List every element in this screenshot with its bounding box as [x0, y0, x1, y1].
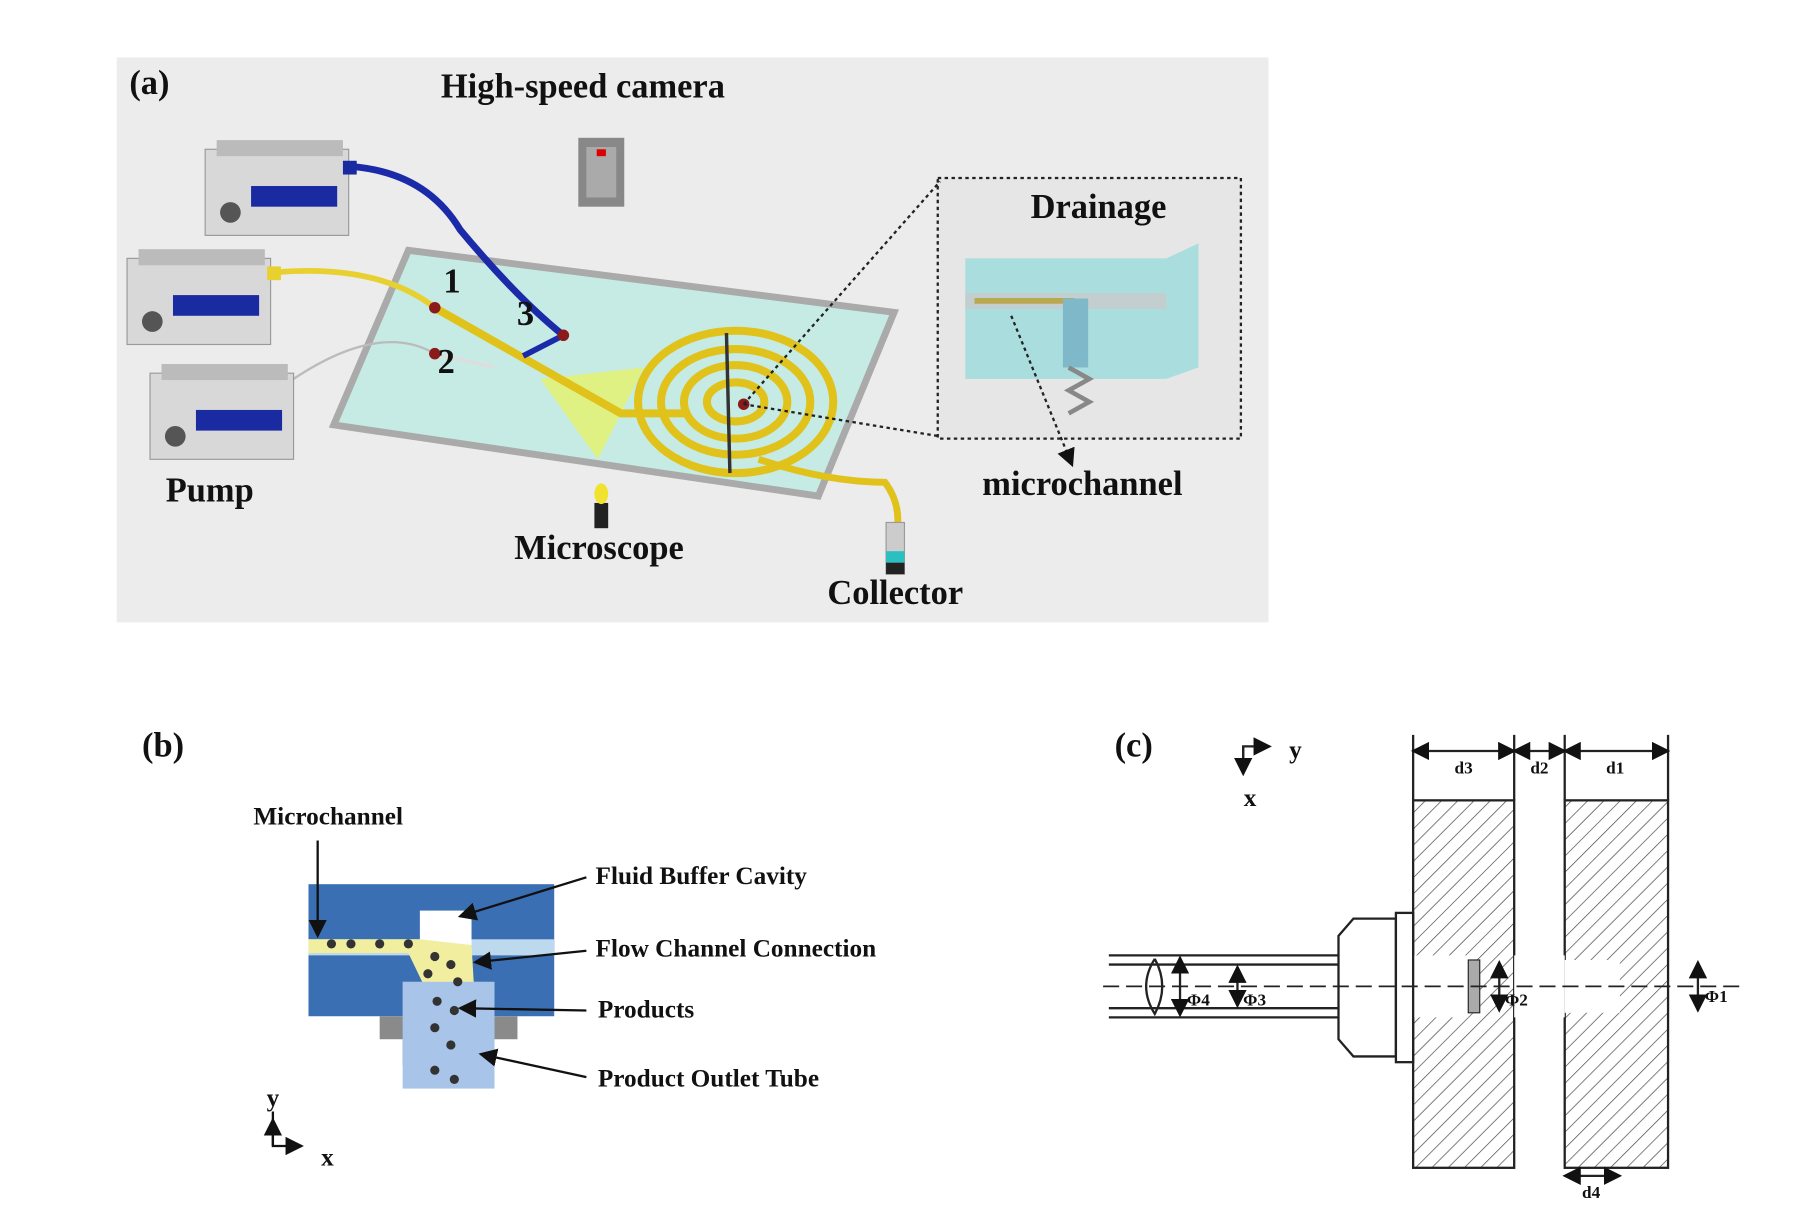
- outlet-tube: [757, 456, 902, 535]
- panel-b: (b) Microchannel Fluid Buffer Cavity Flo…: [142, 727, 876, 1172]
- pipe: [1103, 734, 1747, 1186]
- dimension: d4: [1582, 1183, 1601, 1202]
- callout: Fluid Buffer Cavity: [596, 862, 808, 890]
- inlet-label: 2: [438, 343, 455, 381]
- inlet-3-channel: [521, 332, 565, 359]
- label: Microchannel: [253, 803, 403, 831]
- inlet-2-channel: [434, 351, 495, 370]
- panel-a: (a) High-speed camera Drainage 1 2 3 Pum…: [116, 57, 1269, 623]
- axis-label: x: [1244, 784, 1257, 812]
- panel-label: (a): [129, 64, 169, 102]
- label: Microscope: [514, 529, 684, 567]
- label: Pump: [166, 472, 254, 510]
- tube-1: [276, 268, 437, 310]
- products: [326, 939, 463, 1084]
- axis-label: y: [267, 1084, 280, 1112]
- inset-title: Drainage: [1031, 188, 1167, 226]
- outlet-tube: [402, 981, 495, 1089]
- inlet-label: 3: [517, 295, 534, 333]
- callout-arrows: [263, 840, 587, 1156]
- inlet: [557, 329, 570, 342]
- panel-label: (b): [142, 727, 184, 765]
- dimension: d3: [1455, 758, 1474, 777]
- microscope-icon: [594, 483, 609, 529]
- callout: Products: [598, 995, 695, 1023]
- panel-label: (c): [1115, 727, 1153, 765]
- diameter: Φ4: [1187, 990, 1210, 1009]
- inlet: [429, 302, 441, 314]
- camera: [578, 137, 625, 207]
- diameter: Φ3: [1243, 990, 1266, 1009]
- axis-label: x: [321, 1144, 334, 1172]
- dimension: d2: [1530, 758, 1548, 777]
- inlet-label: 1: [443, 263, 460, 301]
- pumps: [126, 140, 357, 460]
- light-cone: [540, 367, 644, 460]
- tube-2: [292, 341, 436, 380]
- main-channel: [432, 304, 690, 418]
- inlet: [429, 347, 441, 360]
- label: High-speed camera: [441, 67, 725, 105]
- inset-leader: [743, 403, 941, 438]
- dimension: d1: [1606, 758, 1624, 777]
- diameter: Φ2: [1505, 990, 1528, 1009]
- inset-block: [965, 243, 1199, 468]
- label: Collector: [827, 574, 963, 612]
- fluid: [308, 939, 474, 985]
- diameter: Φ1: [1705, 987, 1728, 1006]
- spiral: [634, 326, 838, 478]
- callout: Product Outlet Tube: [598, 1064, 819, 1092]
- inset-leader: [742, 180, 941, 405]
- callout: Flow Channel Connection: [596, 935, 877, 963]
- collector-tube: [885, 521, 906, 575]
- label: microchannel: [982, 465, 1182, 503]
- panel-c: (c) y x d3 d2 d1 d4 Φ4 Φ3 Φ2 Φ1: [1103, 727, 1747, 1202]
- axis-label: y: [1289, 736, 1302, 764]
- tube-3: [350, 163, 566, 338]
